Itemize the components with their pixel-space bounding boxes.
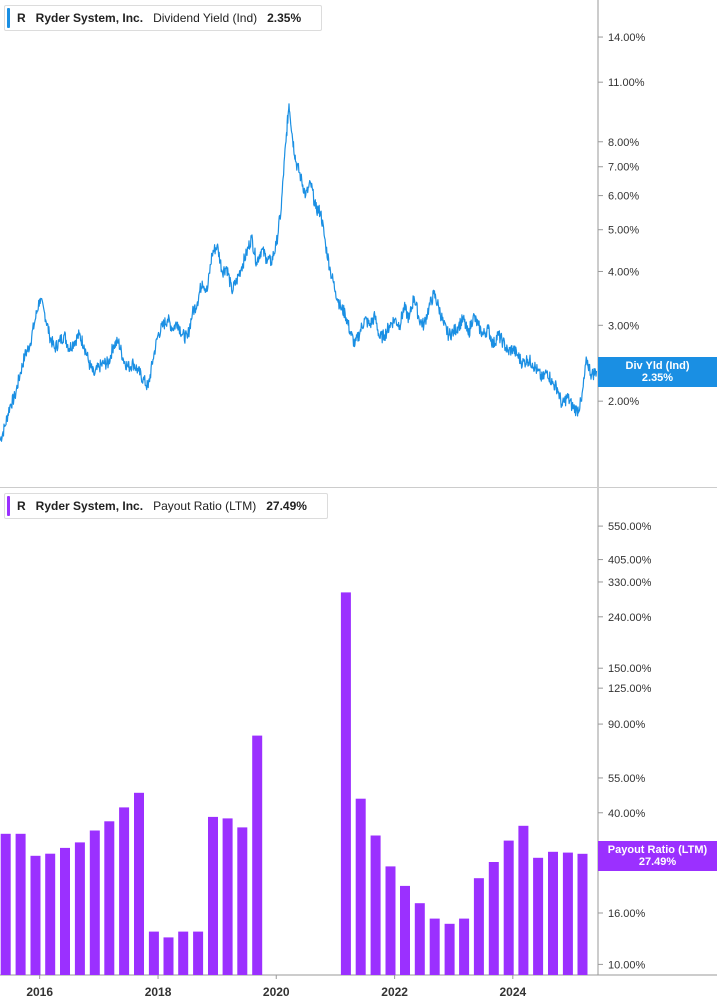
- payout-ratio-bar: [222, 818, 233, 975]
- payout-ratio-bar: [444, 923, 455, 975]
- legend-value: 27.49%: [266, 499, 307, 513]
- dividend-yield-legend[interactable]: R Ryder System, Inc. Dividend Yield (Ind…: [4, 5, 323, 31]
- y-tick-label: 2.00%: [608, 396, 639, 408]
- payout-ratio-bar: [370, 835, 381, 975]
- y-tick-label: 16.00%: [608, 908, 646, 920]
- legend-company: Ryder System, Inc.: [35, 499, 144, 513]
- payout-ratio-bar: [119, 807, 130, 975]
- y-tick-label: 40.00%: [608, 808, 646, 820]
- y-tick-label: 240.00%: [608, 612, 652, 624]
- y-tick-label: 4.00%: [608, 266, 639, 278]
- badge-value: 2.35%: [641, 372, 674, 384]
- payout-ratio-bar: [473, 878, 484, 975]
- payout-ratio-bar: [577, 853, 588, 975]
- payout-ratio-bar: [193, 931, 204, 975]
- payout-ratio-bar: [104, 821, 115, 975]
- y-tick-label: 6.00%: [608, 191, 639, 203]
- y-tick-label: 10.00%: [608, 959, 646, 971]
- badge-label: Payout Ratio (LTM): [607, 844, 708, 856]
- y-tick-label: 90.00%: [608, 719, 646, 731]
- payout-ratio-bar: [15, 833, 26, 975]
- payout-ratio-bar: [548, 851, 558, 975]
- y-tick-label: 55.00%: [608, 773, 646, 785]
- y-tick-label: 330.00%: [608, 577, 652, 589]
- payout-ratio-bar: [429, 918, 440, 975]
- payout-ratio-bar: [400, 885, 410, 975]
- line-swatch-icon: [7, 8, 10, 28]
- payout-ratio-bar: [0, 833, 11, 975]
- x-tick-label: 2020: [263, 985, 290, 999]
- x-tick-label: 2016: [26, 985, 53, 999]
- payout-ratio-bar: [385, 866, 396, 975]
- x-tick-label: 2018: [145, 985, 172, 999]
- payout-ratio-bar: [518, 825, 529, 975]
- y-tick-label: 150.00%: [608, 663, 652, 675]
- legend-metric: Dividend Yield (Ind): [153, 11, 258, 25]
- y-tick-label: 8.00%: [608, 137, 639, 149]
- payout-ratio-bar: [208, 816, 218, 975]
- payout-ratio-bar: [562, 852, 573, 975]
- y-tick-label: 405.00%: [608, 555, 652, 567]
- legend-value: 2.35%: [267, 11, 302, 25]
- payout-ratio-bar: [459, 918, 470, 975]
- bar-swatch-icon: [7, 496, 10, 516]
- payout-ratio-bar: [340, 592, 351, 975]
- dividend-yield-badge: Div Yld (Ind) 2.35%: [598, 357, 717, 387]
- legend-company: Ryder System, Inc.: [35, 11, 144, 25]
- legend-metric: Payout Ratio (LTM): [153, 499, 257, 513]
- badge-value: 27.49%: [638, 856, 677, 868]
- payout-ratio-bar: [252, 735, 263, 975]
- badge-label: Div Yld (Ind): [625, 360, 690, 372]
- payout-ratio-legend[interactable]: R Ryder System, Inc. Payout Ratio (LTM) …: [4, 493, 328, 519]
- y-tick-label: 3.00%: [608, 320, 639, 332]
- payout-ratio-bar: [237, 827, 248, 975]
- legend-ticker: R: [17, 11, 26, 25]
- payout-ratio-bar: [60, 847, 70, 975]
- payout-ratio-bar: [45, 853, 56, 975]
- payout-ratio-bar: [89, 830, 100, 975]
- y-tick-label: 125.00%: [608, 683, 652, 695]
- payout-ratio-bar: [414, 903, 425, 975]
- legend-ticker: R: [17, 499, 26, 513]
- payout-ratio-bar: [30, 855, 41, 975]
- payout-ratio-bar: [148, 931, 159, 975]
- dividend-yield-plot: [0, 103, 598, 442]
- x-tick-label: 2022: [381, 985, 408, 999]
- payout-ratio-bar: [355, 798, 366, 975]
- payout-ratio-bar: [488, 862, 499, 975]
- payout-ratio-bar: [163, 937, 174, 975]
- payout-ratio-plot: [0, 592, 588, 975]
- payout-ratio-bar: [178, 931, 189, 975]
- y-tick-label: 5.00%: [608, 225, 639, 237]
- x-tick-label: 2024: [499, 985, 526, 999]
- y-tick-label: 14.00%: [608, 32, 646, 44]
- y-tick-label: 11.00%: [608, 77, 645, 89]
- payout-ratio-badge: Payout Ratio (LTM) 27.49%: [598, 841, 717, 871]
- payout-ratio-bar: [533, 857, 544, 975]
- payout-ratio-bar: [74, 842, 85, 975]
- payout-ratio-bar: [503, 840, 514, 975]
- dividend-yield-line: [0, 103, 598, 442]
- y-tick-label: 550.00%: [608, 521, 652, 533]
- payout-ratio-bar: [134, 792, 144, 975]
- y-tick-label: 7.00%: [608, 162, 639, 174]
